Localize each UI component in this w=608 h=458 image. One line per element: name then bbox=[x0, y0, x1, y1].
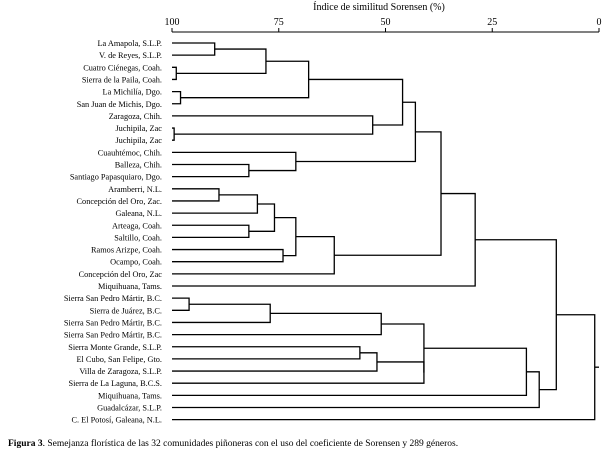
caption-text: . Semejanza florística de las 32 comunid… bbox=[42, 439, 459, 449]
leaf-label: C. El Potosí, Galeana, N.L. bbox=[71, 416, 162, 425]
dendrogram-link bbox=[172, 312, 382, 336]
dendrogram-link bbox=[172, 235, 335, 275]
dendrogram-link bbox=[172, 151, 297, 172]
dendrogram-link bbox=[172, 347, 528, 396]
dendrogram-link bbox=[172, 371, 540, 409]
dendrogram-link bbox=[172, 192, 476, 287]
dendrogram-link bbox=[172, 314, 596, 421]
caption-label: Figura 3 bbox=[8, 439, 43, 449]
dendrogram-link bbox=[248, 203, 276, 232]
leaf-label: V. de Reyes, S.L.P. bbox=[99, 51, 162, 60]
leaf-label: Arteaga, Coah. bbox=[112, 221, 162, 230]
leaf-label: Juchipila, Zac bbox=[115, 124, 162, 133]
dendrogram-link bbox=[172, 361, 425, 384]
dendrogram-link bbox=[172, 194, 259, 214]
dendrogram-link bbox=[172, 346, 361, 360]
leaf-label: Ocampo, Coah. bbox=[110, 258, 162, 267]
dendrogram-link bbox=[176, 48, 267, 75]
leaf-label: Miquihuana, Tams. bbox=[98, 391, 162, 400]
leaf-label: La Amapola, S.L.P. bbox=[97, 39, 162, 48]
dendrogram-link bbox=[172, 115, 374, 135]
leaf-labels: La Amapola, S.L.P. V. de Reyes, S.L.P. Cua… bbox=[64, 39, 162, 425]
leaf-label: Balleza, Chih. bbox=[115, 161, 162, 170]
dendrogram-link bbox=[172, 42, 216, 56]
dendrogram-link bbox=[308, 78, 404, 126]
dendrogram-link bbox=[381, 323, 425, 373]
leaf-label: Sierra San Pedro Mártir, B.C. bbox=[64, 318, 162, 327]
axis-tick-label: 0 bbox=[597, 17, 602, 28]
leaf-label: San Juan de Michis, Dgo. bbox=[77, 100, 162, 109]
axis-title: Índice de similitud Sorensen (%) bbox=[313, 1, 445, 13]
leaf-label: Villa de Zaragoza, S.L.P. bbox=[79, 367, 162, 376]
leaf-label: Galeana, N.L. bbox=[115, 209, 162, 218]
dendrogram-link bbox=[172, 297, 190, 311]
leaf-label: Juchipila, Zac bbox=[115, 136, 162, 145]
leaf-label: Miquihuana, Tams. bbox=[98, 282, 162, 291]
leaf-label: Sierra Monte Grande, S.L.P. bbox=[68, 343, 162, 352]
dendrogram-link bbox=[172, 127, 175, 141]
dendrogram-link bbox=[172, 224, 250, 239]
leaf-label: Cuauhtémoc, Chih. bbox=[98, 148, 162, 157]
leaf-label: Sierra de la Paila, Coah. bbox=[82, 75, 162, 84]
axis-tick-label: 100 bbox=[165, 17, 180, 28]
dendrogram-link bbox=[172, 90, 182, 105]
leaf-label: Saltillo, Coah. bbox=[114, 233, 162, 242]
leaf-label: La Michilía, Dgo. bbox=[103, 88, 162, 97]
leaf-label: Sierra San Pedro Mártir, B.C. bbox=[64, 294, 162, 303]
leaf-label: Sierra San Pedro Mártir, B.C. bbox=[64, 331, 162, 340]
leaf-label: Cuatro Ciénegas, Coah. bbox=[83, 63, 162, 72]
leaf-label: Guadalcázar, S.L.P. bbox=[97, 404, 162, 413]
leaf-label: Aramberri, N.L. bbox=[108, 185, 162, 194]
dendrogram-link bbox=[334, 131, 442, 256]
dendrogram-links bbox=[172, 42, 599, 421]
dendrogram-link bbox=[172, 303, 271, 324]
leaf-label: Zaragoza, Chih. bbox=[109, 112, 162, 121]
axis-tick-label: 75 bbox=[274, 17, 284, 28]
dendrogram-link bbox=[475, 239, 557, 391]
leaf-label: Santiago Papasquiaro, Dgo. bbox=[70, 173, 162, 182]
leaf-label: El Cubo, San Felipe, Gto. bbox=[76, 355, 162, 364]
dendrogram-link bbox=[172, 352, 378, 372]
dendrogram-link bbox=[172, 163, 250, 178]
similarity-axis: 100 75 50 25 0 bbox=[165, 17, 602, 33]
leaf-label: Sierra de La Laguna, B.C.S. bbox=[68, 379, 162, 388]
leaf-label: Concepción del Oro, Zac bbox=[79, 270, 163, 279]
dendrogram-link bbox=[172, 188, 220, 202]
figure-caption: Figura 3. Semejanza florística de las 32… bbox=[8, 439, 604, 449]
leaf-label: Concepción del Oro, Zac. bbox=[77, 197, 162, 206]
axis-tick-label: 50 bbox=[381, 17, 391, 28]
dendrogram-link bbox=[172, 66, 177, 81]
axis-tick-label: 25 bbox=[487, 17, 497, 28]
dendrogram-link bbox=[295, 101, 417, 163]
leaf-label: Ramos Arizpe, Coah. bbox=[91, 246, 162, 255]
dendrogram-link bbox=[180, 60, 310, 99]
dendrogram-link bbox=[172, 248, 284, 263]
leaf-label: Sierra de Juárez, B.C. bbox=[90, 306, 162, 315]
